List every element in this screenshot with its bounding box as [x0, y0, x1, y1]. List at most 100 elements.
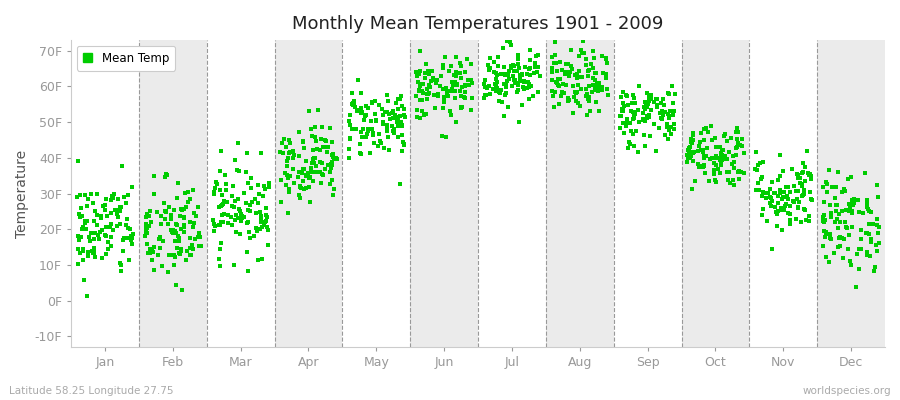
Point	[842, 201, 856, 207]
Point	[581, 98, 596, 104]
Point	[184, 252, 198, 258]
Point	[759, 195, 773, 201]
Point	[546, 60, 561, 66]
Point	[655, 108, 670, 114]
Point	[824, 236, 838, 242]
Point	[172, 250, 186, 256]
Point	[492, 90, 507, 96]
Point	[626, 116, 640, 122]
Point	[842, 207, 856, 214]
Point	[346, 100, 360, 107]
Point	[795, 183, 809, 190]
Point	[680, 151, 695, 158]
Point	[256, 183, 271, 189]
Point	[444, 112, 458, 118]
Point	[398, 114, 412, 121]
Point	[681, 145, 696, 152]
Point	[574, 47, 589, 53]
Point	[413, 83, 428, 90]
Point	[464, 106, 478, 113]
Point	[390, 115, 404, 121]
Point	[179, 248, 194, 254]
Point	[520, 71, 535, 78]
Point	[827, 194, 842, 201]
Point	[668, 91, 682, 97]
Point	[796, 169, 810, 176]
Point	[831, 243, 845, 250]
Point	[526, 70, 541, 76]
Point	[709, 155, 724, 162]
Point	[454, 63, 468, 70]
Point	[436, 65, 450, 71]
Point	[665, 112, 680, 118]
Point	[516, 84, 530, 90]
Point	[856, 210, 870, 217]
Point	[658, 109, 672, 115]
Point	[299, 185, 313, 191]
Point	[571, 89, 585, 96]
Point	[439, 90, 454, 96]
Point	[250, 256, 265, 263]
Point	[629, 128, 643, 134]
Point	[414, 108, 428, 114]
Point	[733, 142, 747, 148]
Point	[851, 209, 866, 215]
Point	[863, 253, 878, 259]
Point	[446, 80, 460, 87]
Point	[490, 72, 504, 78]
Point	[562, 96, 576, 103]
Point	[170, 195, 184, 201]
Point	[508, 80, 523, 86]
Point	[218, 172, 232, 179]
Point	[871, 230, 886, 236]
Point	[183, 195, 197, 202]
Point	[416, 80, 430, 87]
Point	[759, 195, 773, 201]
Point	[316, 144, 330, 150]
Point	[228, 157, 242, 164]
Point	[513, 74, 527, 80]
Point	[283, 173, 297, 180]
Point	[158, 208, 172, 214]
Point	[431, 93, 446, 99]
Point	[624, 108, 638, 114]
Point	[360, 130, 374, 137]
Point	[870, 182, 885, 188]
Point	[320, 149, 334, 155]
Point	[464, 77, 479, 83]
Point	[832, 235, 847, 242]
Point	[860, 250, 874, 256]
Point	[649, 95, 663, 102]
Point	[141, 250, 156, 256]
Point	[353, 141, 367, 147]
Point	[818, 217, 832, 223]
Point	[299, 172, 313, 178]
Point	[95, 226, 110, 233]
Point	[580, 111, 594, 118]
Point	[274, 199, 288, 206]
Point	[752, 160, 767, 166]
Point	[436, 94, 451, 100]
Point	[816, 228, 831, 234]
Point	[712, 157, 726, 164]
Point	[638, 118, 652, 125]
Point	[305, 160, 320, 166]
Point	[443, 108, 457, 114]
Point	[375, 119, 390, 125]
Point	[418, 61, 433, 67]
Point	[112, 208, 127, 214]
Point	[580, 91, 594, 98]
Point	[77, 192, 92, 198]
Point	[805, 197, 819, 203]
Point	[655, 96, 670, 102]
Point	[579, 56, 593, 62]
Point	[616, 103, 631, 110]
Y-axis label: Temperature: Temperature	[15, 150, 29, 238]
Point	[589, 70, 603, 76]
Point	[599, 70, 614, 77]
Point	[640, 104, 654, 110]
Point	[642, 114, 656, 120]
Point	[116, 235, 130, 241]
Point	[312, 169, 327, 175]
Point	[395, 122, 410, 128]
